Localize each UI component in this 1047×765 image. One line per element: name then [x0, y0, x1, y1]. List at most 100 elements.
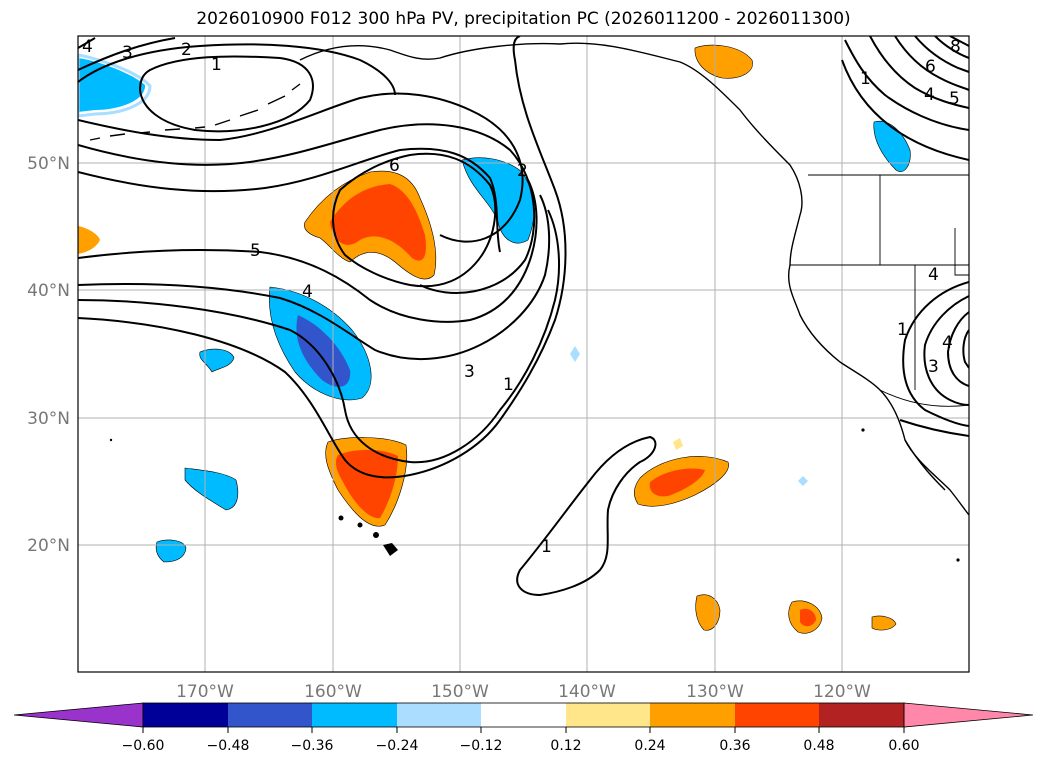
lat-tick-label: 40°N — [27, 281, 70, 301]
pv-contour-ne-2 — [869, 36, 969, 109]
colorbar-label: 0.36 — [719, 738, 750, 754]
precip-neg-small2 — [184, 467, 239, 511]
pv-contour-trough-c — [78, 147, 501, 253]
pv-contour-trough-a — [78, 92, 524, 243]
contour-label: 4 — [942, 333, 953, 353]
contour-label: 1 — [541, 537, 552, 557]
precip-neg-small1 — [199, 348, 235, 373]
colorbar-label: −0.48 — [207, 738, 250, 754]
contour-label: 8 — [950, 37, 961, 57]
colorbar-label: −0.36 — [291, 738, 334, 754]
colorbar-outline — [142, 702, 905, 728]
colorbar-label: 0.48 — [803, 738, 834, 754]
borders — [790, 174, 969, 407]
precip-pos-north — [694, 44, 753, 79]
precip-pos-dot — [673, 438, 683, 450]
lon-tick-label: 160°W — [304, 682, 362, 702]
pv-contour-6 — [332, 152, 497, 288]
colorbar-label: 0.24 — [634, 738, 665, 754]
pv-contour-se-5 — [899, 419, 969, 437]
colorbar: −0.60 −0.48 −0.36 −0.24 −0.12 0.12 0.24 … — [13, 702, 1034, 754]
colorbar-segment — [650, 703, 735, 727]
pv-contour-ne-1 — [844, 39, 969, 131]
pv-contour-2-north — [78, 43, 396, 96]
pv-contour-1-main — [78, 36, 567, 479]
colorbar-label: 0.12 — [550, 738, 581, 754]
precip-pos-central-core — [330, 184, 426, 261]
pv-contour-1-southern — [516, 435, 657, 597]
lon-tick-label: 120°W — [813, 682, 871, 702]
contour-label: 1 — [503, 375, 514, 395]
precip-pos-s3 — [871, 615, 897, 631]
lon-tick-labels: 170°W 160°W 150°W 140°W 130°W 120°W — [176, 682, 871, 702]
pv-contour-trough-b — [78, 123, 536, 294]
precip-neg-dot2 — [798, 476, 808, 486]
precip-pos-s1 — [695, 594, 721, 631]
colorbar-segment — [481, 703, 566, 727]
colorbar-segment — [735, 703, 819, 727]
colorbar-segment — [143, 703, 228, 727]
pv-contour-se-3 — [946, 311, 969, 387]
lat-tick-label: 30°N — [27, 409, 70, 429]
alaska-coast — [299, 42, 803, 216]
colorbar-segment — [312, 703, 397, 727]
lon-tick-label: 150°W — [431, 682, 489, 702]
pv-contour-ne-5 — [934, 36, 969, 59]
contour-labels: 4 3 2 1 6 5 4 3 1 1 2 6 8 4 5 1 4 3 4 1 — [82, 37, 961, 557]
precip-neg-central-core — [296, 315, 351, 387]
colorbar-label: −0.60 — [122, 738, 165, 754]
contour-label: 4 — [928, 265, 939, 285]
plot-title: 2026010900 F012 300 hPa PV, precipitatio… — [196, 9, 851, 29]
lon-tick-label: 140°W — [558, 682, 616, 702]
pv-contour-3-north — [78, 37, 176, 71]
contour-label: 1 — [860, 69, 871, 89]
lon-tick-label: 130°W — [686, 682, 744, 702]
contour-label: 3 — [928, 357, 939, 377]
pv-contour-se-4 — [962, 329, 969, 369]
pv-contour-3 — [78, 209, 561, 464]
pv-contour-5 — [78, 179, 538, 323]
contour-label: 6 — [925, 57, 936, 77]
state-lines — [790, 175, 969, 390]
contour-label: 5 — [949, 89, 960, 109]
colorbar-ticks — [142, 727, 905, 733]
colorbar-segment — [566, 703, 650, 727]
contour-label: 5 — [250, 241, 261, 261]
colorbar-max-arrow — [903, 702, 1034, 728]
lon-tick-label: 170°W — [176, 682, 234, 702]
precip-pos-east-core — [649, 468, 705, 497]
pv-contour-4-north — [78, 37, 96, 49]
baja — [904, 439, 946, 491]
lat-tick-labels: 20°N 30°N 40°N 50°N — [27, 154, 70, 556]
precip-neg-small3 — [155, 539, 187, 563]
map-area: 4 3 2 1 6 5 4 3 1 1 2 6 8 4 5 1 4 3 4 1 — [78, 36, 969, 672]
precip-neg-dot — [570, 346, 580, 362]
colorbar-min-arrow — [13, 702, 144, 728]
contour-label: 2 — [517, 161, 528, 181]
coastlines — [89, 42, 969, 516]
pv-contour-ne-inner — [841, 59, 969, 161]
contour-label: 3 — [122, 43, 133, 63]
contour-label: 1 — [211, 55, 222, 75]
colorbar-segment — [819, 703, 904, 727]
contour-label: 1 — [897, 320, 908, 340]
precip-neg-north — [461, 157, 535, 244]
pv-contour-ne-4 — [914, 36, 969, 73]
pv-contour-ne-3 — [894, 36, 969, 91]
colorbar-label: −0.24 — [376, 738, 419, 754]
colorbar-segment — [397, 703, 481, 727]
islands — [109, 428, 960, 562]
precip-pos-s2-core — [800, 608, 816, 627]
pv-contour-1-closed — [138, 55, 314, 133]
map-frame — [77, 35, 970, 673]
pv-contour-ne-6 — [949, 36, 969, 47]
pv-contour-se-1 — [902, 281, 969, 427]
contour-label: 6 — [389, 156, 400, 176]
pv-contour-4 — [78, 194, 551, 360]
colorbar-segment — [228, 703, 312, 727]
pv-contours — [78, 36, 969, 597]
mexico-border — [879, 389, 969, 407]
contour-label: 4 — [82, 37, 93, 57]
colorbar-label: −0.12 — [460, 738, 503, 754]
